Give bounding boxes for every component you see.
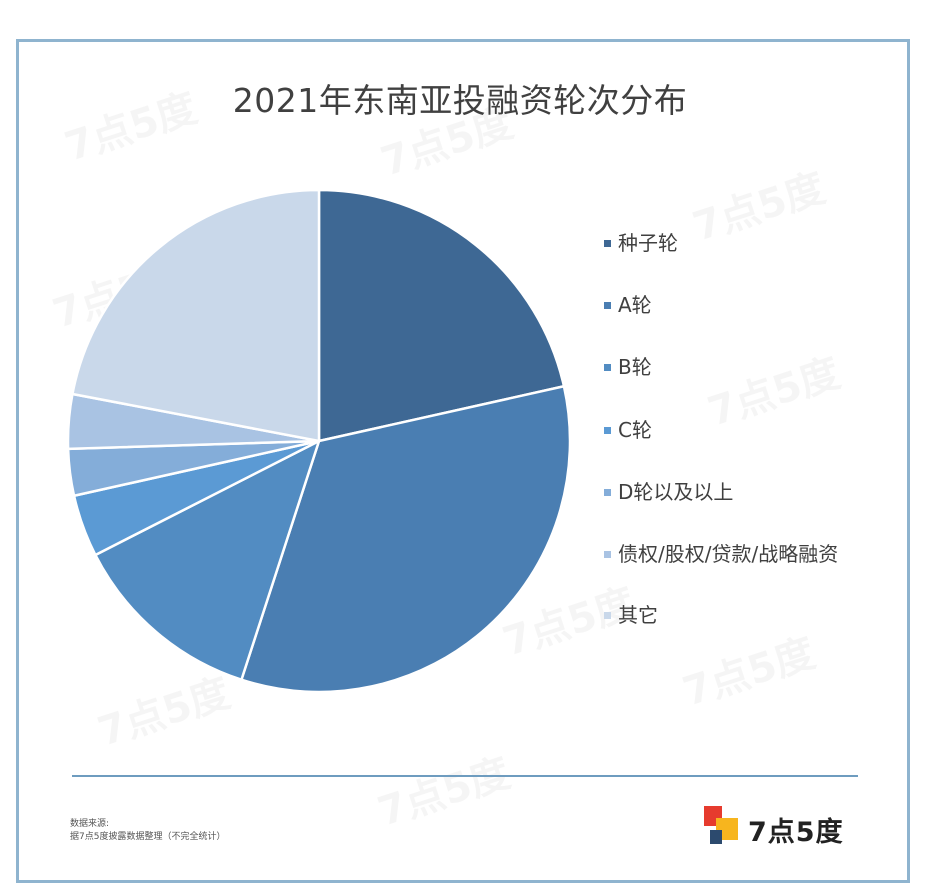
data-source: 数据来源: 据7点5度披露数据整理（不完全统计） xyxy=(70,818,225,844)
chart-title: 2021年东南亚投融资轮次分布 xyxy=(232,81,688,120)
pie-slice-1 xyxy=(317,188,566,443)
pie-slice-2 xyxy=(240,385,572,694)
legend-item: 其它 xyxy=(604,600,869,630)
legend-item: 种子轮 xyxy=(604,228,869,258)
source-detail: 据7点5度披露数据整理（不完全统计） xyxy=(70,832,226,842)
legend-label: B轮 xyxy=(618,355,652,379)
legend-label: A轮 xyxy=(618,293,652,317)
pie-slice-3 xyxy=(94,439,321,681)
legend-label: 种子轮 xyxy=(618,231,678,255)
source-heading: 数据来源: xyxy=(70,819,110,829)
legend-label: 其它 xyxy=(618,603,658,627)
legend-label: 债权/股权/贷款/战略融资 xyxy=(618,542,839,566)
legend-item: B轮 xyxy=(604,352,869,382)
legend-item: 债权/股权/贷款/战略融资 xyxy=(604,539,869,569)
legend-item: A轮 xyxy=(604,290,869,320)
legend-label: C轮 xyxy=(618,418,652,442)
legend-label: D轮以及以上 xyxy=(618,480,734,504)
footer-divider xyxy=(72,775,858,777)
legend-swatch xyxy=(604,612,611,619)
pie-slice-7 xyxy=(71,188,321,443)
legend-swatch xyxy=(604,489,611,496)
brand-logo: 7点5度 xyxy=(704,806,864,848)
logo-text: 7点5度 xyxy=(748,817,844,848)
legend-swatch xyxy=(604,240,611,247)
legend-item: D轮以及以上 xyxy=(604,477,869,507)
legend-swatch xyxy=(604,364,611,371)
logo-mark-icon xyxy=(704,806,738,844)
legend-swatch xyxy=(604,427,611,434)
legend-swatch xyxy=(604,551,611,558)
legend-swatch xyxy=(604,302,611,309)
legend-item: C轮 xyxy=(604,415,869,445)
